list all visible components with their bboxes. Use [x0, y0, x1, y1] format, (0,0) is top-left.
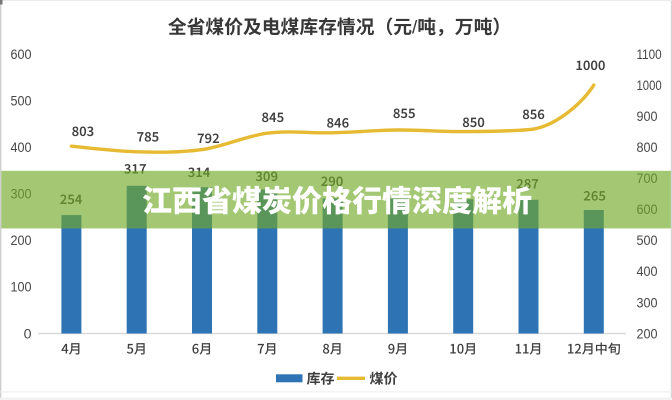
svg-text:江西省煤炭价格行情深度解析: 江西省煤炭价格行情深度解析	[142, 177, 532, 221]
svg-text:9月: 9月	[388, 339, 408, 358]
svg-text:1000: 1000	[575, 55, 605, 74]
svg-text:500: 500	[11, 94, 32, 110]
svg-text:600: 600	[11, 47, 32, 63]
svg-text:400: 400	[11, 140, 32, 156]
svg-text:200: 200	[637, 326, 658, 342]
svg-text:6月: 6月	[192, 339, 212, 358]
svg-text:785: 785	[137, 127, 160, 146]
svg-text:200: 200	[11, 233, 32, 249]
svg-text:856: 856	[522, 104, 545, 123]
svg-text:8月: 8月	[322, 339, 342, 358]
svg-text:792: 792	[197, 128, 220, 147]
svg-text:5月: 5月	[126, 339, 146, 358]
svg-text:7月: 7月	[257, 339, 277, 358]
svg-text:845: 845	[261, 107, 284, 126]
svg-text:800: 800	[637, 140, 658, 156]
svg-text:10月: 10月	[449, 339, 477, 358]
svg-text:11月: 11月	[515, 339, 543, 358]
svg-text:1000: 1000	[637, 78, 662, 94]
svg-text:煤价: 煤价	[370, 369, 398, 389]
svg-text:0: 0	[24, 326, 32, 342]
svg-text:12月中旬: 12月中旬	[567, 339, 621, 358]
svg-text:803: 803	[72, 121, 95, 140]
svg-text:1100: 1100	[637, 47, 662, 63]
svg-text:500: 500	[637, 233, 658, 249]
svg-text:300: 300	[637, 295, 658, 311]
svg-text:库存: 库存	[307, 369, 335, 389]
svg-text:900: 900	[637, 109, 658, 125]
svg-text:850: 850	[462, 112, 485, 131]
svg-text:855: 855	[393, 103, 416, 122]
svg-text:100: 100	[11, 280, 32, 296]
svg-text:846: 846	[326, 113, 349, 132]
svg-text:全省煤价及电煤库存情况（元/吨，万吨）: 全省煤价及电煤库存情况（元/吨，万吨）	[168, 13, 511, 40]
svg-text:400: 400	[637, 264, 658, 280]
svg-text:4月: 4月	[61, 339, 81, 358]
